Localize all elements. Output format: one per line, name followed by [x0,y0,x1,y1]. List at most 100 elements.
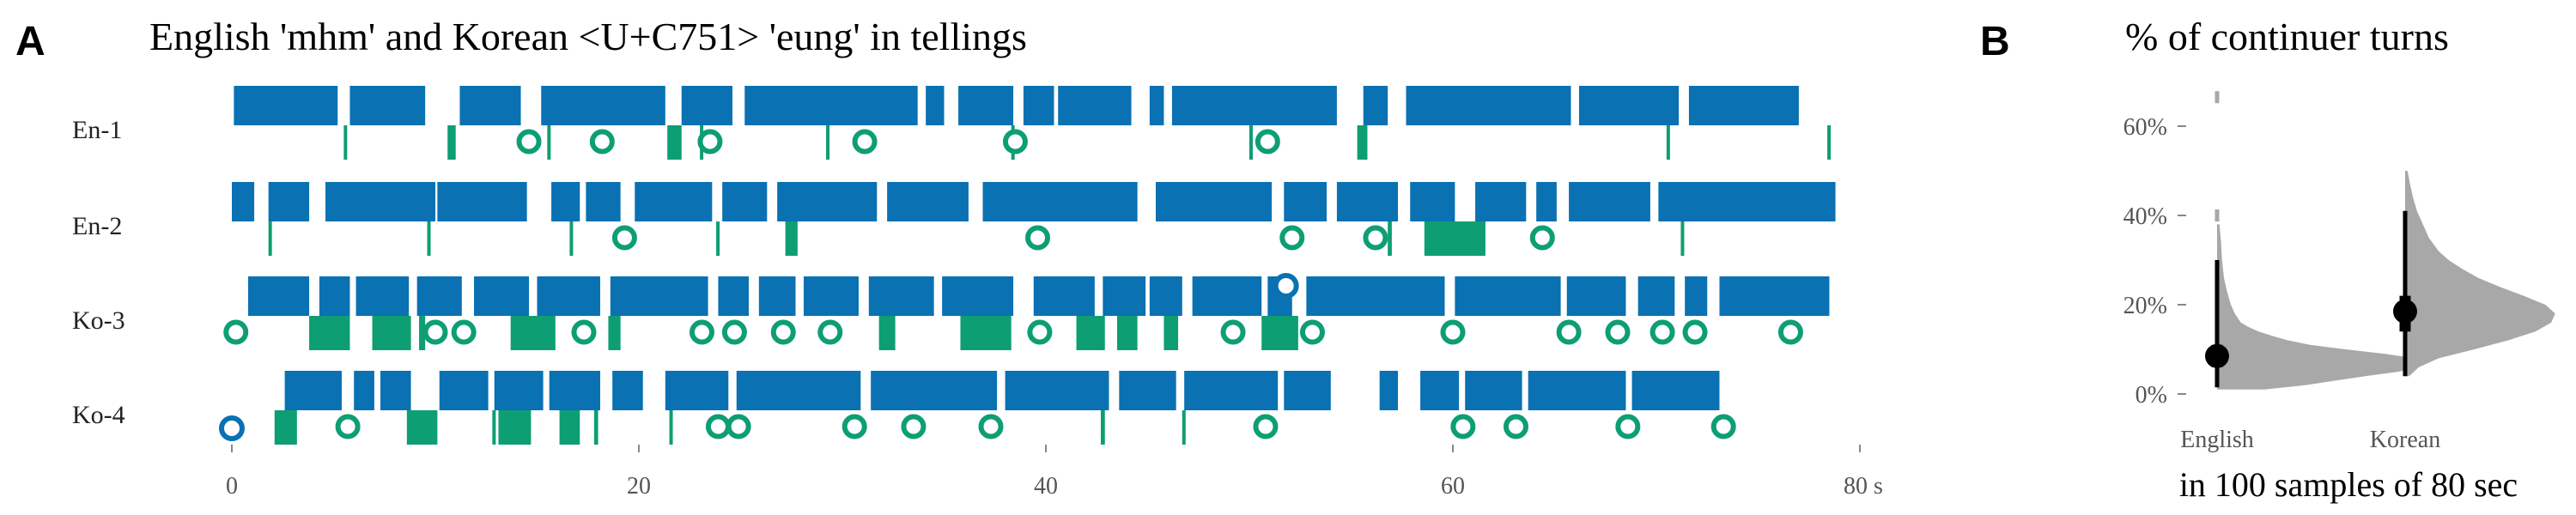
teller-turn-bar [1192,276,1262,316]
y-axis-ticks: 0% 20% 40% 60% [2123,114,2186,409]
teller-turn-bar [354,371,374,410]
timeline-marks [219,86,1836,445]
continuer-token-marker [1605,319,1631,345]
teller-turn-bar [1465,371,1522,410]
continuer-token-marker [571,319,597,345]
continuer-turn-bar [274,410,297,445]
teller-turn-bar [926,86,945,125]
teller-turn-bar [268,182,310,221]
x-tick-label: 60 [1441,473,1465,500]
teller-turn-bar [1058,86,1132,125]
continuer-turn-bar [547,125,551,160]
continuer-turn-bar [608,316,621,350]
panel-a: A English 'mhm' and Korean <U+C751> 'eun… [15,15,1883,500]
continuer-turn-bar [716,221,720,256]
violin-plot [2205,91,2555,390]
continuer-token-marker [1363,225,1388,251]
teller-turn-bar [459,86,521,125]
teller-turn-bar [1103,276,1146,316]
continuer-token-marker [1503,414,1528,439]
continuer-token-marker [1002,129,1028,154]
continuer-token-marker [721,319,747,345]
continuer-token-marker [422,319,448,345]
continuer-token-marker [852,129,878,154]
teller-turn-bar [1184,371,1279,410]
row-label-ko-3: Ko-3 [72,306,125,335]
teller-turn-bar [1455,276,1561,316]
panel-b-title: % of continuer turns [2125,15,2449,58]
continuer-turn-bar [1666,125,1670,160]
teller-turn-bar [1336,182,1399,221]
continuer-token-marker [589,129,615,154]
teller-turn-bar [1406,86,1571,125]
continuer-turn-bar [447,125,456,160]
continuer-turn-bar [268,221,272,256]
continuer-token-marker [841,414,867,439]
continuer-turn-bar [1261,316,1298,350]
teller-turn-bar [439,371,489,410]
continuer-token-marker [611,225,637,251]
category-label-korean: Korean [2370,427,2440,453]
continuer-turn-bar [498,410,532,445]
continuer-token-marker [1253,414,1279,439]
continuer-token-marker [1279,225,1305,251]
x-unit-label: 80 s [1844,473,1883,500]
teller-turn-bar [744,86,918,125]
row-label-en-2: En-2 [72,212,122,240]
x-axis-label: in 100 samples of 80 sec [2179,465,2518,504]
continuer-turn-bar [1357,125,1368,160]
x-tick-label: 40 [1034,473,1058,500]
teller-turn-bar [887,182,969,221]
teller-turn-bar [1284,182,1327,221]
continuer-turn-bar [593,410,598,445]
median-point [2393,299,2417,324]
continuer-turn-bar [427,221,431,256]
continuer-turn-bar [406,410,438,445]
teller-turn-bar [1685,276,1708,316]
teller-turn-bar [247,276,310,316]
continuer-turn-bar [1116,316,1138,350]
teller-turn-bar [1149,86,1164,125]
teller-turn-bar [718,276,749,316]
teller-turn-bar [868,276,934,316]
x-axis-ticks: 0 20 40 60 [226,445,1861,500]
teller-turn-bar [1005,371,1109,410]
continuer-token-marker [770,319,796,345]
continuer-turn-bar [1680,221,1685,256]
x-tick-label: 0 [226,473,238,500]
teller-turn-bar [1631,371,1720,410]
continuer-turn-bar [1100,410,1105,445]
teller-turn-bar [1566,276,1626,316]
teller-turn-bar [1569,182,1650,221]
y-tick-label: 60% [2123,114,2167,141]
teller-turn-bar [1528,371,1626,410]
teller-turn-bar [1536,182,1557,221]
y-tick-label: 0% [2136,382,2167,409]
continuer-turn-bar [1163,316,1179,350]
continuer-turn-bar [343,125,348,160]
teller-turn-bar [232,182,255,221]
continuer-turn-bar [667,125,682,160]
teller-turn-bar [612,371,643,410]
teller-turn-bar [665,371,729,410]
continuer-token-marker [223,319,249,345]
continuer-token-marker [817,319,843,345]
teller-turn-bar [1171,86,1337,125]
teller-turn-bar [803,276,859,316]
teller-turn-bar [1155,182,1273,221]
teller-token-marker [1273,273,1299,299]
teller-turn-bar [416,276,462,316]
teller-turn-bar [1658,182,1836,221]
teller-turn-bar [494,371,544,410]
continuer-turn-bar [559,410,580,445]
teller-turn-bar [1284,371,1331,410]
teller-turn-bar [1719,276,1830,316]
continuer-turn-bar [785,221,798,256]
continuer-token-marker [1299,319,1325,345]
teller-turn-bar [1306,276,1445,316]
continuer-token-marker [1220,319,1246,345]
teller-turn-bar [537,276,600,316]
continuer-token-marker [1649,319,1675,345]
continuer-token-marker [1027,319,1053,345]
teller-turn-bar [325,182,435,221]
